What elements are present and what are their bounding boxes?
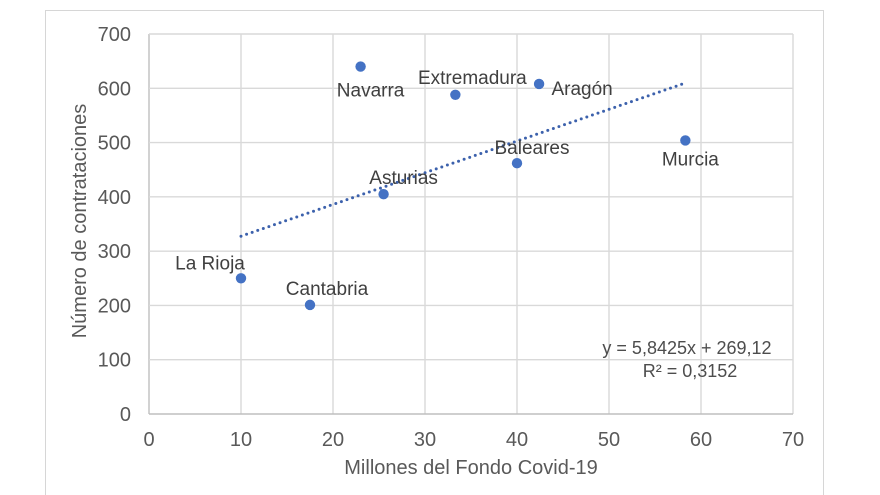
chart-frame: [45, 10, 824, 495]
data-point-aragon: [533, 78, 545, 90]
y-tick-label-200: 200: [98, 295, 131, 317]
trendline-r-squared: R² = 0,3152: [643, 361, 738, 381]
x-axis-title: Millones del Fondo Covid-19: [344, 457, 597, 479]
y-tick-label-500: 500: [98, 133, 131, 155]
point-label-cantabria: Cantabria: [286, 279, 369, 300]
y-tick-label-700: 700: [98, 24, 131, 46]
point-label-baleares: Baleares: [495, 138, 570, 159]
point-label-asturias: Asturias: [369, 168, 438, 189]
data-point-murcia: [680, 135, 691, 146]
data-points: [235, 61, 691, 311]
y-axis-title: Número de contrataciones: [69, 104, 91, 339]
trendline: [239, 80, 689, 238]
point-labels: La Rioja Cantabria Navarra Asturias Extremad…: [175, 68, 719, 300]
x-axis-tick-labels: 0 10 20 30 40 50 60 70: [143, 429, 804, 451]
gridlines: [148, 33, 794, 415]
y-tick-label-0: 0: [120, 404, 131, 426]
x-tick-label-10: 10: [230, 429, 252, 451]
point-label-extremadura: Extremadura: [418, 68, 527, 89]
x-tick-label-60: 60: [690, 429, 712, 451]
trendline-equation: y = 5,8425x + 269,12: [602, 338, 771, 358]
data-point-navarra: [355, 61, 366, 72]
data-point-la-rioja: [235, 273, 247, 284]
point-label-la-rioja: La Rioja: [175, 253, 245, 274]
x-tick-label-0: 0: [143, 429, 154, 451]
y-axis-tick-labels: 0 100 200 300 400 500 600 700: [98, 24, 131, 426]
point-label-aragon: Aragón: [551, 79, 612, 100]
data-point-cantabria: [304, 299, 316, 311]
y-tick-label-100: 100: [98, 350, 131, 372]
data-point-asturias: [378, 188, 389, 200]
x-tick-label-40: 40: [506, 429, 528, 451]
y-tick-label-600: 600: [98, 78, 131, 100]
data-point-baleares: [511, 158, 523, 169]
y-tick-label-300: 300: [98, 241, 131, 263]
x-tick-label-30: 30: [414, 429, 436, 451]
x-tick-label-20: 20: [322, 429, 344, 451]
x-tick-label-70: 70: [782, 429, 804, 451]
x-tick-label-50: 50: [598, 429, 620, 451]
trendline-dotted: [239, 80, 689, 238]
y-tick-label-400: 400: [98, 187, 131, 209]
point-label-murcia: Murcia: [662, 149, 719, 170]
data-point-extremadura: [450, 89, 461, 101]
point-label-navarra: Navarra: [337, 81, 405, 102]
